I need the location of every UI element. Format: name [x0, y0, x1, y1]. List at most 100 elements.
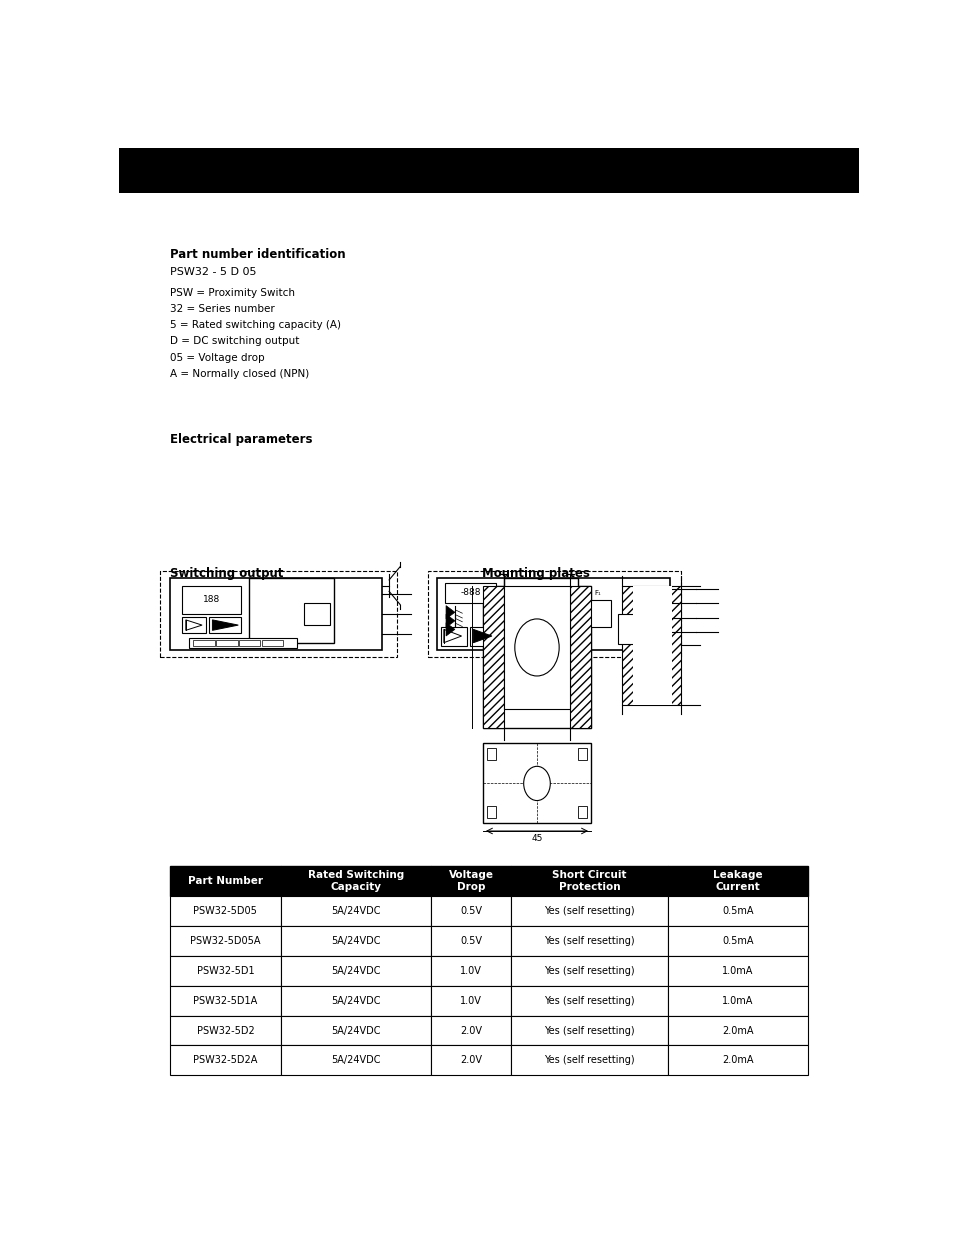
Text: 5A/24VDC: 5A/24VDC	[332, 1025, 381, 1035]
Bar	[170, 956, 281, 986]
Bar	[511, 1046, 667, 1076]
Bar	[618, 614, 667, 643]
Bar	[281, 866, 431, 897]
Text: Leakage
Current: Leakage Current	[713, 871, 762, 892]
Text: Yes (self resetting): Yes (self resetting)	[543, 1025, 634, 1035]
Bar	[170, 578, 381, 651]
Bar	[431, 986, 511, 1015]
Bar	[281, 986, 431, 1015]
Bar	[667, 897, 807, 926]
Bar	[511, 986, 667, 1015]
Bar	[482, 742, 590, 824]
Text: 32 = Series number: 32 = Series number	[170, 304, 274, 314]
Text: 5A/24VDC: 5A/24VDC	[332, 936, 381, 946]
Bar	[281, 897, 431, 926]
Bar	[503, 578, 577, 642]
Text: 188: 188	[203, 595, 220, 604]
Text: PSW32-5D2: PSW32-5D2	[196, 1025, 254, 1035]
Bar	[667, 926, 807, 956]
Text: PSW32-5D05A: PSW32-5D05A	[190, 936, 260, 946]
Text: 2.0mA: 2.0mA	[721, 1056, 753, 1066]
Text: 0.5mA: 0.5mA	[721, 906, 753, 916]
Text: 5 = Rated switching capacity (A): 5 = Rated switching capacity (A)	[170, 320, 340, 330]
Text: 5A/24VDC: 5A/24VDC	[332, 966, 381, 976]
Text: 0.5mA: 0.5mA	[721, 936, 753, 946]
Bar	[633, 585, 672, 704]
Text: F₁: F₁	[594, 590, 600, 597]
Text: 2.0mA: 2.0mA	[721, 1025, 753, 1035]
Text: Part number identification: Part number identification	[170, 248, 345, 261]
Bar	[511, 866, 667, 897]
Polygon shape	[446, 614, 455, 627]
Bar	[482, 585, 590, 729]
Bar	[431, 897, 511, 926]
Bar	[667, 986, 807, 1015]
Bar	[470, 626, 496, 646]
Text: PSW32-5D2A: PSW32-5D2A	[193, 1056, 257, 1066]
Bar	[667, 956, 807, 986]
Bar	[216, 640, 237, 646]
Bar	[170, 986, 281, 1015]
Text: Yes (self resetting): Yes (self resetting)	[543, 936, 634, 946]
Text: A = Normally closed (NPN): A = Normally closed (NPN)	[170, 369, 309, 379]
Bar	[428, 572, 680, 657]
Bar	[482, 585, 503, 729]
Circle shape	[523, 766, 550, 800]
Text: 1.0V: 1.0V	[460, 966, 482, 976]
Bar	[431, 926, 511, 956]
Bar	[487, 748, 496, 760]
Text: 0.5V: 0.5V	[460, 936, 482, 946]
Bar	[584, 600, 610, 626]
Text: 0.5V: 0.5V	[460, 906, 482, 916]
Text: Yes (self resetting): Yes (self resetting)	[543, 966, 634, 976]
Bar	[577, 806, 586, 818]
Text: 5A/24VDC: 5A/24VDC	[332, 1056, 381, 1066]
Bar	[190, 638, 296, 648]
Text: Yes (self resetting): Yes (self resetting)	[543, 995, 634, 1005]
Bar	[511, 926, 667, 956]
Text: PSW32-5D1: PSW32-5D1	[196, 966, 253, 976]
Text: Yes (self resetting): Yes (self resetting)	[543, 1056, 634, 1066]
Text: PSW = Proximity Switch: PSW = Proximity Switch	[170, 288, 294, 298]
Text: Yes (self resetting): Yes (self resetting)	[543, 906, 634, 916]
Bar	[487, 806, 496, 818]
Bar	[182, 585, 241, 614]
Text: 5A/24VDC: 5A/24VDC	[332, 995, 381, 1005]
Bar	[249, 578, 334, 642]
Text: 2.0V: 2.0V	[460, 1025, 482, 1035]
Text: 45: 45	[531, 834, 542, 844]
Text: D = DC switching output: D = DC switching output	[170, 336, 298, 347]
Circle shape	[515, 619, 558, 676]
Bar	[281, 926, 431, 956]
Text: -888: -888	[459, 588, 480, 598]
Polygon shape	[446, 605, 455, 619]
Bar	[436, 578, 669, 651]
Text: 05 = Voltage drop: 05 = Voltage drop	[170, 353, 264, 363]
Bar	[170, 1046, 281, 1076]
Polygon shape	[473, 630, 492, 642]
Bar	[119, 148, 858, 193]
Text: Switching output: Switching output	[170, 567, 283, 579]
Polygon shape	[213, 620, 238, 630]
Bar	[281, 1015, 431, 1046]
Bar	[667, 1015, 807, 1046]
Bar	[170, 926, 281, 956]
Text: Short Circuit
Protection: Short Circuit Protection	[552, 871, 626, 892]
Bar	[570, 585, 590, 729]
Bar	[667, 866, 807, 897]
Bar	[160, 572, 396, 657]
Bar	[511, 956, 667, 986]
Bar	[621, 585, 680, 704]
Bar	[193, 640, 214, 646]
Bar	[170, 1015, 281, 1046]
Bar	[170, 866, 281, 897]
Text: PSW32 - 5 D 05: PSW32 - 5 D 05	[170, 267, 255, 277]
Text: 1.0mA: 1.0mA	[721, 995, 753, 1005]
Text: Mounting plates: Mounting plates	[481, 567, 589, 579]
Bar	[511, 1015, 667, 1046]
Bar	[182, 618, 206, 634]
Bar	[281, 956, 431, 986]
Bar	[503, 585, 570, 709]
Bar	[444, 583, 496, 603]
Bar	[511, 897, 667, 926]
